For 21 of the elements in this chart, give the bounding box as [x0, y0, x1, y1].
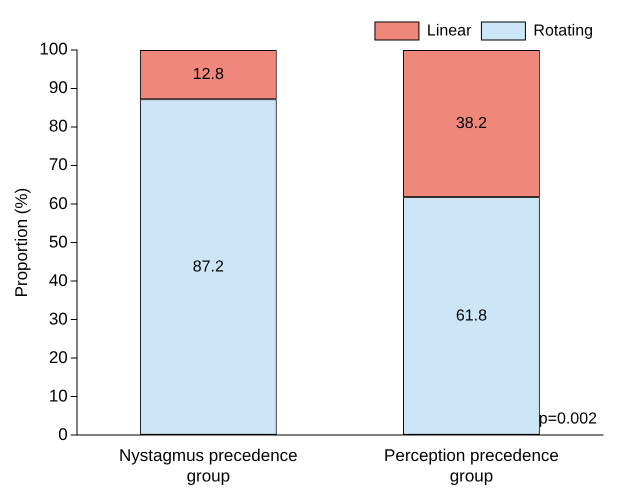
y-tick-label: 50	[48, 232, 68, 252]
data-label: 87.2	[192, 258, 224, 276]
y-tick-label: 40	[48, 270, 68, 290]
y-tick-label: 100	[39, 40, 68, 59]
data-label: 12.8	[192, 66, 224, 84]
y-tick-label: 30	[48, 309, 68, 328]
y-tick-label: 70	[48, 155, 68, 174]
y-tick-label: 80	[48, 116, 68, 136]
x-tick-label: Nystagmus precedence group	[119, 446, 298, 486]
y-axis-title: Proportion (%)	[12, 188, 31, 298]
y-tick-label: 60	[48, 194, 68, 213]
legend-label: Linear	[426, 22, 472, 40]
legend-label: Rotating	[533, 22, 593, 40]
y-tick-label: 90	[48, 78, 68, 98]
y-tick-label: 0	[58, 424, 68, 444]
annotation: p=0.002	[538, 410, 598, 428]
x-tick-label: Perception precedence group	[384, 446, 559, 486]
data-label: 61.8	[456, 307, 488, 324]
data-label: 38.2	[456, 114, 488, 132]
y-tick-label: 20	[48, 348, 68, 367]
y-tick-label: 10	[48, 386, 68, 406]
